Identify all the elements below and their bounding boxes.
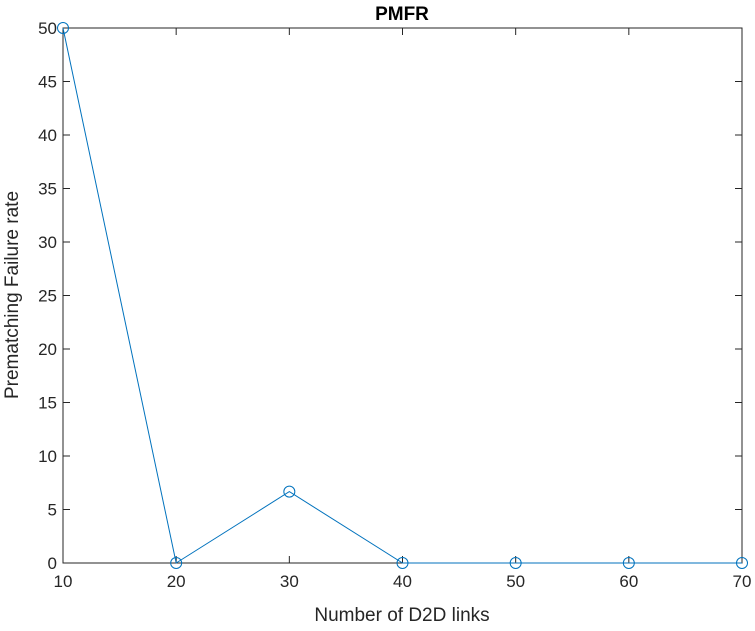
data-point-marker [736,557,748,569]
y-tick-label: 10 [38,447,57,466]
series-line [62,27,742,564]
x-axis-ticks: 10 20 30 40 50 60 70 [54,28,752,591]
x-tick-label: 10 [54,572,73,591]
data-point-marker [509,557,522,569]
data-point-marker [283,485,296,498]
x-tick-label: 50 [506,572,525,591]
x-tick-label: 60 [619,572,638,591]
data-point-marker [396,557,409,569]
y-tick-label: 45 [38,73,57,92]
x-tick-label: 70 [733,572,752,591]
x-tick-label: 20 [167,572,186,591]
y-tick-label: 50 [38,19,57,38]
y-axis-ticks: 0 5 10 15 20 25 30 35 40 45 50 [38,19,742,573]
series-layer [57,22,748,569]
x-tick-label: 40 [393,572,412,591]
data-point-marker [57,22,69,34]
chart-title: PMFR [375,4,429,25]
y-axis-label: Prematching Failure rate [2,191,23,399]
data-point-marker [170,557,183,569]
plot-area [62,27,743,564]
y-tick-label: 5 [48,501,57,520]
y-tick-label: 20 [38,340,57,359]
x-axis-label: Number of D2D links [314,605,489,626]
y-tick-label: 30 [38,233,57,252]
y-tick-label: 0 [48,554,57,573]
data-point-marker [622,557,635,569]
y-tick-label: 25 [38,287,57,306]
y-tick-label: 35 [38,180,57,199]
axes-box [62,27,743,564]
x-tick-label: 30 [280,572,299,591]
y-tick-label: 15 [38,394,57,413]
y-tick-label: 40 [38,126,57,145]
